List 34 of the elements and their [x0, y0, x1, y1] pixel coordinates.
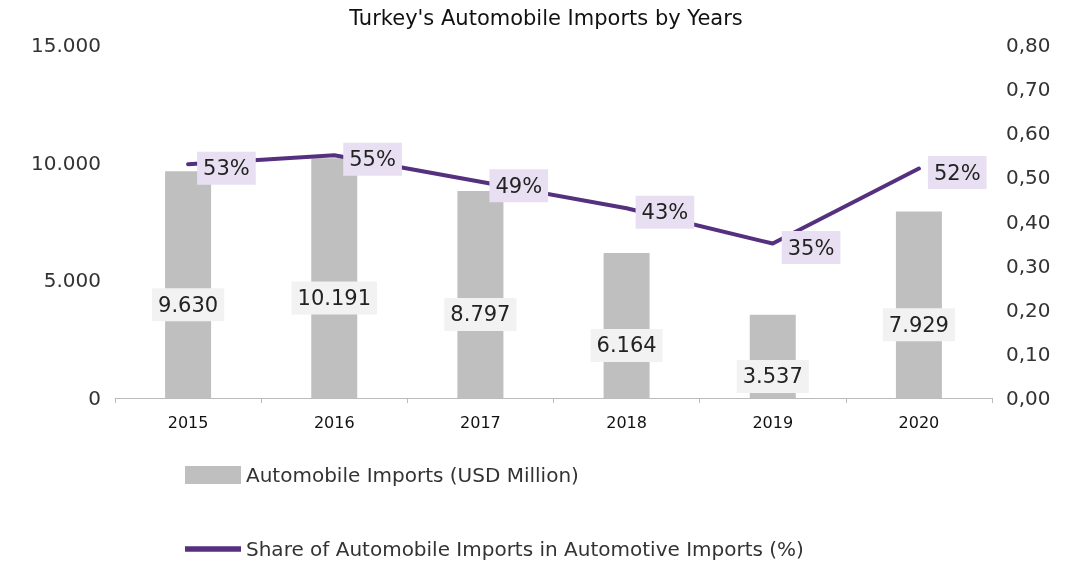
data-label: 7.929	[888, 312, 949, 337]
x-tick-label: 2016	[313, 412, 355, 432]
y2-tick-label: 0,80	[1006, 33, 1051, 57]
x-tick-label: 2019	[752, 412, 794, 432]
x-tick-label: 2017	[460, 412, 501, 432]
y2-tick-label: 0,50	[1006, 165, 1051, 190]
y2-tick-label: 0,10	[1006, 341, 1051, 366]
y-tick-label: 10.000	[31, 150, 101, 175]
data-label: 53%	[203, 156, 250, 181]
y-tick-label: 0	[88, 386, 101, 410]
chart-title: Turkey's Automobile Imports by Years	[348, 5, 743, 30]
y2-tick-label: 0,20	[1006, 297, 1051, 322]
legend-label: Automobile Imports (USD Million)	[246, 463, 579, 487]
y-tick-label: 15.000	[31, 33, 101, 57]
legend-label: Share of Automobile Imports in Automotive Imports (%)	[246, 537, 804, 561]
y2-tick-label: 0,30	[1006, 253, 1051, 278]
data-label: 52%	[933, 160, 981, 185]
data-label: 10.191	[297, 286, 371, 311]
data-label: 8.797	[450, 302, 511, 327]
x-tick-label: 2018	[606, 412, 647, 432]
data-label: 3.537	[742, 364, 803, 389]
x-tick-label: 2015	[167, 412, 209, 432]
data-label: 6.164	[596, 333, 657, 358]
data-label: 43%	[641, 200, 689, 225]
data-label: 35%	[787, 235, 835, 260]
data-label: 9.630	[158, 292, 219, 317]
y2-tick-label: 0,00	[1006, 386, 1051, 410]
data-label: 55%	[349, 147, 396, 172]
y2-tick-label: 0,70	[1006, 77, 1051, 102]
data-label: 49%	[495, 173, 543, 198]
y-tick-label: 5.000	[43, 268, 101, 293]
y2-tick-label: 0,40	[1006, 209, 1051, 234]
y2-tick-label: 0,60	[1006, 121, 1051, 146]
x-tick-label: 2020	[898, 412, 940, 432]
